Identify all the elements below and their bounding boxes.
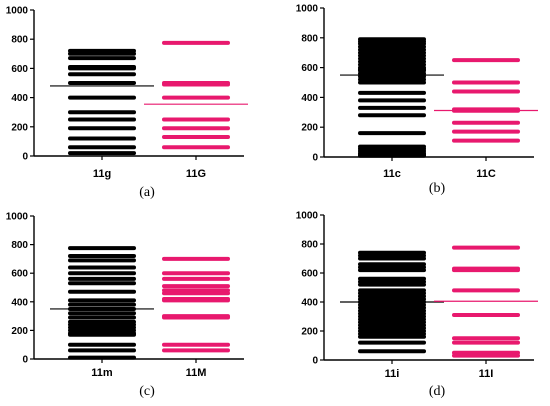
x-tick-label: 11i bbox=[385, 368, 400, 380]
panel-c: 0 200 400 600 800 1000 11m 11M (c) bbox=[6, 212, 244, 399]
y-tick-label: 200 bbox=[11, 122, 28, 133]
x-tick-label: 11I bbox=[479, 368, 494, 380]
y-tick-label: 400 bbox=[301, 93, 318, 104]
x-tick-label: 11m bbox=[91, 367, 113, 379]
panel-label: (b) bbox=[429, 181, 446, 196]
y-tick-label: 1000 bbox=[296, 211, 319, 222]
panel-b: 0 200 400 600 800 1000 11c 11C (b) bbox=[296, 4, 538, 196]
y-tick-label: 0 bbox=[22, 152, 28, 163]
y-tick-label: 400 bbox=[301, 298, 318, 309]
y-tick-label: 800 bbox=[301, 33, 318, 44]
panel-a: 0 200 400 600 800 1000 11g 11G (a) bbox=[6, 6, 248, 200]
y-tick-label: 200 bbox=[11, 326, 28, 337]
y-tick-label: 1000 bbox=[296, 4, 319, 15]
y-tick-label: 1000 bbox=[6, 6, 29, 17]
y-tick-label: 800 bbox=[11, 35, 28, 46]
y-tick-label: 0 bbox=[312, 356, 318, 367]
y-tick-label: 0 bbox=[22, 355, 28, 366]
x-tick-label: 11c bbox=[383, 168, 401, 180]
y-tick-label: 200 bbox=[301, 327, 318, 338]
panel-label: (d) bbox=[429, 384, 446, 399]
y-tick-label: 600 bbox=[11, 269, 28, 280]
panel-label: (c) bbox=[139, 384, 155, 399]
x-tick-label: 11G bbox=[186, 168, 206, 180]
y-tick-label: 800 bbox=[11, 240, 28, 251]
y-tick-label: 600 bbox=[11, 64, 28, 75]
y-tick-label: 200 bbox=[301, 123, 318, 134]
y-tick-label: 0 bbox=[312, 153, 318, 164]
y-tick-label: 400 bbox=[11, 93, 28, 104]
panel-label: (a) bbox=[139, 185, 155, 200]
y-tick-label: 600 bbox=[301, 269, 318, 280]
y-tick-label: 800 bbox=[301, 240, 318, 251]
y-tick-label: 1000 bbox=[6, 212, 29, 223]
panel-d: 0 200 400 600 800 1000 11i 11I (d) bbox=[296, 211, 538, 399]
x-tick-label: 11C bbox=[476, 168, 496, 180]
x-tick-label: 11M bbox=[186, 367, 207, 379]
x-tick-label: 11g bbox=[93, 168, 111, 180]
y-tick-label: 600 bbox=[301, 63, 318, 74]
y-tick-label: 400 bbox=[11, 297, 28, 308]
